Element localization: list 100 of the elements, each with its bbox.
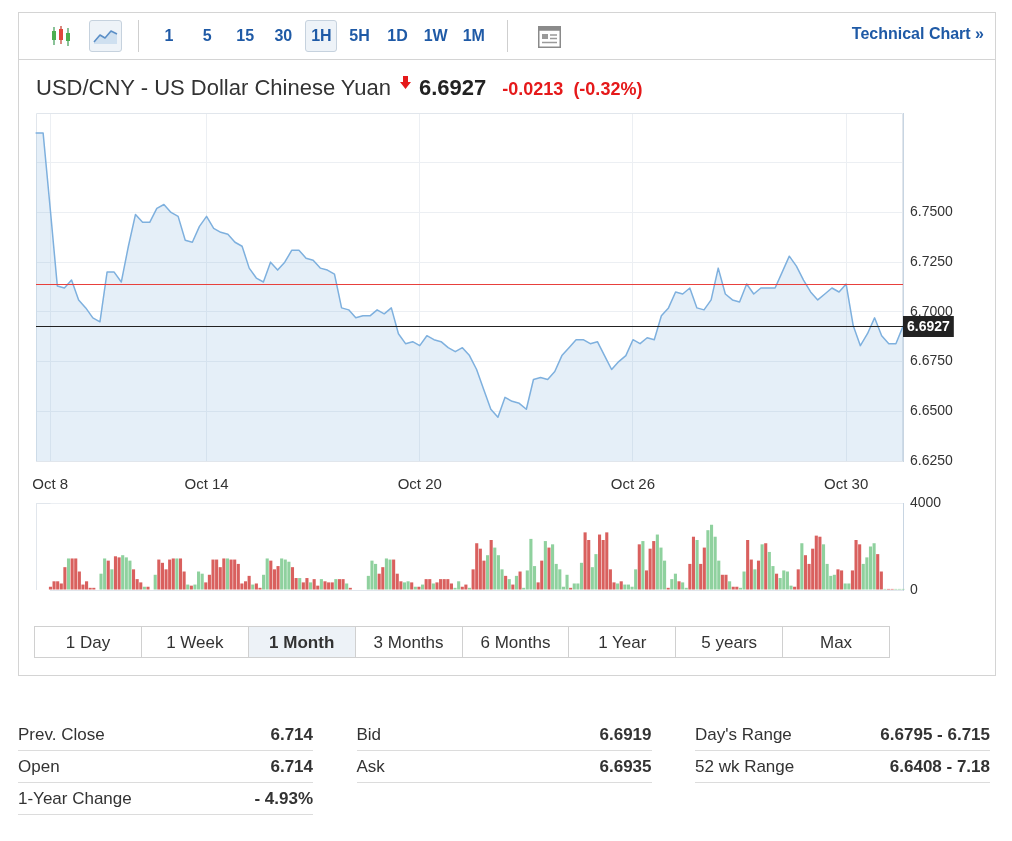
button[interactable]: 1 Week (140, 626, 249, 658)
x-tick-label: Oct 14 (184, 475, 229, 493)
text: (-0.32%) (573, 78, 643, 100)
bar (702, 547, 706, 590)
button[interactable]: Max (782, 626, 890, 658)
bar (677, 581, 681, 590)
y-tick-label: 6.6750 (910, 352, 954, 369)
y-tick-label: 6.6500 (910, 402, 954, 419)
bar (543, 541, 547, 590)
bar (319, 579, 323, 590)
bar (785, 571, 789, 590)
bar (695, 539, 699, 590)
bar (442, 579, 446, 590)
bar (157, 559, 161, 590)
bar (142, 586, 146, 590)
bar (579, 562, 584, 590)
bar (504, 575, 508, 590)
bar (800, 543, 804, 590)
bar (439, 579, 443, 590)
bar (413, 586, 417, 590)
text: 6.714 (270, 725, 313, 744)
bar (70, 558, 74, 590)
bar (847, 583, 851, 590)
bar (392, 559, 396, 590)
bar (594, 554, 598, 590)
bar (767, 551, 771, 590)
bar (720, 574, 724, 590)
bar (832, 574, 836, 590)
bar (565, 574, 569, 590)
bar (384, 558, 388, 590)
bar (464, 584, 468, 590)
bar (327, 582, 331, 590)
bar (52, 581, 56, 590)
bar (211, 559, 215, 590)
bar (551, 544, 555, 590)
text: 6.6927 (419, 75, 487, 101)
bar (673, 573, 677, 590)
bar (341, 579, 345, 590)
bar (511, 584, 515, 590)
bar (247, 575, 251, 590)
bar (113, 556, 118, 590)
bar (160, 562, 164, 590)
y-tick-label: 6.7250 (910, 253, 954, 269)
bar (746, 539, 750, 590)
bar (428, 579, 432, 590)
bar (420, 584, 425, 590)
text: Day's Range (695, 725, 792, 744)
text: Ask (356, 757, 385, 776)
bar (764, 543, 768, 590)
text: - 4.93% (254, 789, 313, 808)
ref-line-label: 6.6927 (907, 317, 951, 334)
bar (728, 581, 732, 590)
x-tick-label: Oct 30 (824, 475, 869, 493)
bar (529, 538, 533, 590)
bar (128, 560, 132, 590)
bar (449, 583, 453, 590)
button[interactable]: 1 Day (34, 626, 142, 658)
bar (460, 586, 464, 590)
bar (782, 570, 786, 590)
x-tick-label: Oct 26 (610, 475, 656, 493)
bar (298, 578, 302, 590)
bar (731, 586, 735, 590)
bar (876, 554, 880, 590)
button[interactable]: 1 Year (568, 626, 677, 658)
bar (66, 558, 71, 590)
bar (843, 583, 847, 590)
bar (424, 579, 428, 590)
y-tick-label: 6.7000 (910, 302, 954, 319)
text: 6.714 (270, 757, 313, 776)
button[interactable]: 5 years (675, 626, 784, 658)
button[interactable]: 1 Month (247, 626, 356, 658)
bar (814, 535, 818, 590)
bar (854, 539, 858, 590)
bar (330, 582, 334, 590)
bar (623, 584, 627, 590)
bar (872, 543, 876, 590)
bar (323, 581, 327, 590)
bar (63, 567, 67, 590)
button[interactable]: 3 Months (354, 626, 463, 658)
bar (724, 574, 728, 590)
bar (489, 539, 493, 590)
bar (301, 582, 305, 590)
button[interactable]: 6 Months (461, 626, 570, 658)
bar (74, 558, 78, 590)
bar (276, 566, 280, 590)
bar (840, 570, 844, 590)
y-tick-label: 6.7500 (910, 203, 954, 220)
bar (287, 561, 291, 590)
bar (370, 560, 374, 590)
bar (598, 534, 602, 590)
bar (236, 563, 240, 590)
bar (637, 544, 641, 590)
text: -0.0213 (502, 78, 564, 100)
bar (641, 541, 645, 590)
bar (507, 579, 511, 590)
bar (821, 544, 826, 590)
bar (818, 536, 822, 590)
bar (493, 547, 497, 590)
bar (435, 582, 439, 590)
text: 52 wk Range (695, 757, 795, 776)
